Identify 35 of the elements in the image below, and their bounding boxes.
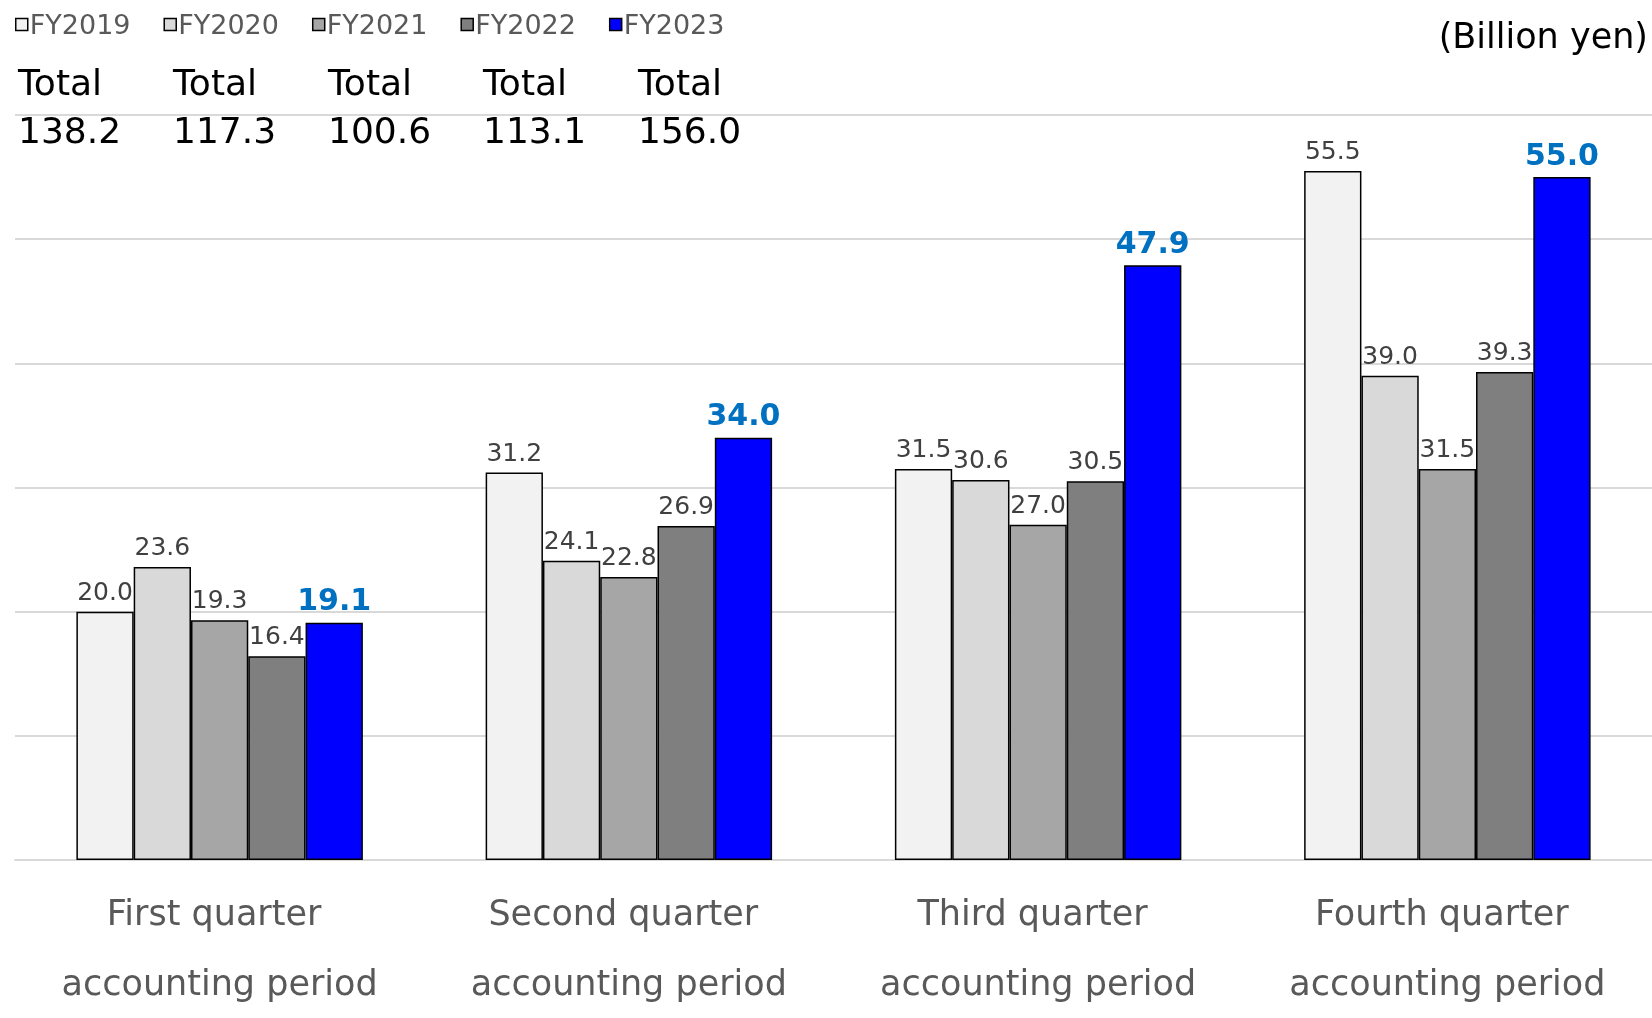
annotation: Total 113.1 [482,61,587,151]
data-label: 30.5 [1067,446,1124,476]
legend-label: FY2019 [29,9,131,40]
data-label: 39.3 [1476,337,1533,367]
legend-label: FY2022 [475,9,576,40]
x-tick-label: Second quarter accounting period [470,893,787,1003]
x-tick-label: First quarter accounting period [61,893,378,1003]
annotation: Total 156.0 [637,61,742,151]
x-tick-label: Fourth quarter accounting period [1289,893,1606,1003]
data-label: 47.9 [1115,224,1190,260]
x-tick-label: Third quarter accounting period [880,893,1197,1003]
data-label: 23.6 [134,531,191,561]
data-label: 27.0 [1010,489,1066,519]
data-label: 31.5 [1419,433,1476,463]
y-axis-title: (Billion yen) [1438,15,1649,56]
data-label: 24.1 [543,525,600,555]
annotation: Total 117.3 [172,61,277,151]
data-label: 55.5 [1304,135,1361,165]
legend-label: FY2020 [178,9,279,40]
data-label: 34.0 [706,397,781,433]
data-label: 16.4 [249,621,305,651]
data-label: 39.0 [1362,340,1418,370]
legend-label: FY2021 [326,9,428,40]
data-label: 30.6 [952,445,1009,475]
data-label: 55.0 [1524,136,1599,172]
legend-label: FY2023 [623,9,725,40]
data-label: 19.3 [191,585,248,615]
data-label: 19.1 [297,582,372,618]
annotation: Total 100.6 [327,61,432,151]
data-label: 26.9 [658,490,715,520]
data-label: 31.2 [486,437,543,467]
data-label: 31.5 [895,433,952,463]
data-label: 20.0 [77,576,133,606]
annotation: Total 138.2 [17,61,122,151]
data-label: 22.8 [601,541,657,571]
